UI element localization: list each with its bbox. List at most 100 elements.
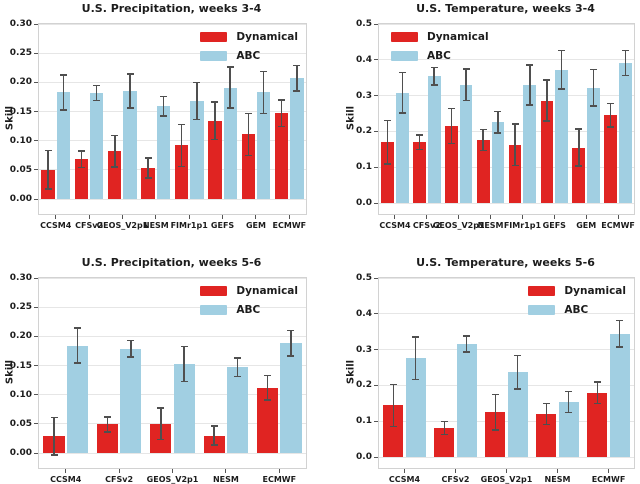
bar-dynamical bbox=[434, 428, 455, 457]
x-tick-mark bbox=[55, 215, 57, 219]
gridline bbox=[39, 335, 306, 337]
error-bar-cap-top bbox=[440, 420, 448, 423]
y-tick-label: 0.20 bbox=[9, 331, 32, 342]
x-tick-mark bbox=[404, 469, 405, 473]
x-tick-label: GEFS bbox=[542, 221, 566, 230]
error-bar bbox=[516, 355, 519, 389]
error-bar bbox=[247, 113, 249, 156]
error-bar-cap-top bbox=[93, 84, 101, 86]
chart-precipitation-weeks-5-6: U.S. Precipitation, weeks 5-6 Skill 0.00… bbox=[0, 240, 320, 484]
x-tick-label: ECMWF bbox=[272, 221, 307, 230]
y-tick-mark bbox=[34, 394, 38, 396]
error-bar bbox=[162, 96, 165, 117]
bar-dynamical bbox=[485, 412, 506, 457]
error-bar-cap-top bbox=[264, 374, 272, 377]
error-bar-cap-top bbox=[287, 329, 295, 332]
legend: Dynamical ABC bbox=[200, 31, 298, 69]
error-bar-cap-bottom bbox=[398, 112, 406, 114]
legend-label-abc: ABC bbox=[236, 50, 261, 62]
bar-abc bbox=[555, 69, 569, 203]
error-bar-cap-top bbox=[234, 357, 242, 359]
plot-area: 0.0 0.1 0.2 0.3 0.4 0.5 CCSM4 CFSv2 GEOS_V2p1 NES… bbox=[356, 19, 635, 230]
gridline bbox=[379, 202, 634, 204]
legend-swatch-abc bbox=[200, 51, 228, 61]
gridline bbox=[379, 277, 634, 279]
gridline bbox=[39, 169, 306, 171]
x-tick-label: GEOS_V2p1 bbox=[96, 221, 149, 230]
error-bar bbox=[266, 375, 269, 400]
error-bar-cap-top bbox=[178, 123, 185, 126]
error-bar-cap-bottom bbox=[193, 118, 201, 121]
error-bar-cap-top bbox=[542, 402, 550, 405]
error-bar-cap-bottom bbox=[494, 132, 502, 134]
error-bar-cap-bottom bbox=[491, 429, 499, 431]
x-tick-label: CCSM4 bbox=[388, 475, 421, 484]
y-tick-mark bbox=[374, 456, 378, 458]
error-bar-cap-top bbox=[398, 71, 406, 74]
bar-abc bbox=[66, 345, 89, 453]
x-tick-label: FIMr1p1 bbox=[503, 221, 542, 230]
error-bar bbox=[47, 150, 49, 190]
gridline bbox=[39, 394, 306, 396]
error-bar-cap-bottom bbox=[159, 115, 167, 117]
error-bar-cap-bottom bbox=[44, 188, 52, 190]
error-bar-cap-bottom bbox=[621, 74, 629, 77]
gridline bbox=[379, 313, 634, 315]
error-bar bbox=[214, 102, 216, 140]
chart-title: U.S. Temperature, weeks 5-6 bbox=[416, 256, 595, 269]
error-bar-cap-top bbox=[479, 128, 487, 131]
y-tick-mark bbox=[34, 169, 38, 171]
x-tick-mark bbox=[553, 215, 555, 219]
error-bar-cap-top bbox=[260, 70, 268, 72]
bar-dynamical bbox=[508, 144, 522, 203]
error-bar-cap-bottom bbox=[234, 375, 242, 378]
x-tick-label: GEOS_V2p1 bbox=[146, 475, 199, 484]
error-bar-cap-top bbox=[447, 107, 455, 110]
error-bar bbox=[296, 65, 298, 92]
x-tick-mark bbox=[65, 469, 67, 473]
y-tick-label: 0.5 bbox=[356, 19, 372, 29]
error-bar bbox=[494, 394, 497, 430]
error-bar-cap-bottom bbox=[511, 164, 519, 167]
x-tick-mark bbox=[506, 469, 507, 473]
y-tick-mark bbox=[374, 420, 378, 422]
x-tick-mark bbox=[617, 215, 619, 219]
y-tick-mark bbox=[34, 140, 38, 142]
error-bar-cap-bottom bbox=[607, 126, 615, 128]
error-bar-cap-top bbox=[293, 64, 301, 67]
error-bar-cap-top bbox=[77, 150, 85, 152]
x-tick-mark bbox=[278, 469, 280, 473]
error-bar-cap-bottom bbox=[430, 84, 438, 86]
y-tick-label: 0.05 bbox=[9, 164, 32, 175]
bar-abc bbox=[190, 101, 204, 199]
error-bar-cap-bottom bbox=[144, 177, 152, 179]
error-bar-cap-top bbox=[565, 390, 573, 393]
error-bar bbox=[95, 85, 98, 101]
error-bar-cap-top bbox=[616, 319, 624, 322]
y-tick-mark bbox=[374, 313, 378, 315]
error-bar-cap-bottom bbox=[103, 431, 111, 433]
bar-abc bbox=[587, 87, 600, 203]
error-bar bbox=[262, 71, 265, 114]
x-tick-mark bbox=[172, 469, 173, 473]
bar-dynamical bbox=[476, 139, 490, 203]
gridline bbox=[379, 95, 634, 97]
error-bar-cap-top bbox=[494, 110, 502, 113]
error-bar-cap-bottom bbox=[463, 351, 471, 353]
gridline bbox=[39, 277, 306, 279]
error-bar-cap-bottom bbox=[565, 411, 573, 413]
x-tick-mark bbox=[121, 215, 123, 219]
bar-abc bbox=[226, 367, 249, 453]
legend-swatch-abc bbox=[200, 305, 228, 315]
chart-temperature-weeks-3-4: U.S. Temperature, weeks 3-4 Skill 0.0 0.1… bbox=[320, 0, 640, 240]
x-tick-label: CFSv2 bbox=[105, 475, 134, 484]
bar-abc bbox=[280, 343, 302, 453]
error-bar-cap-bottom bbox=[412, 378, 420, 381]
error-bar bbox=[578, 128, 580, 167]
chart-title: U.S. Temperature, weeks 3-4 bbox=[416, 2, 595, 15]
error-bar bbox=[180, 124, 183, 167]
error-bar bbox=[386, 120, 389, 164]
error-bar-cap-bottom bbox=[210, 444, 218, 446]
y-tick-mark bbox=[374, 202, 378, 204]
y-tick-label: 0.00 bbox=[9, 448, 32, 458]
